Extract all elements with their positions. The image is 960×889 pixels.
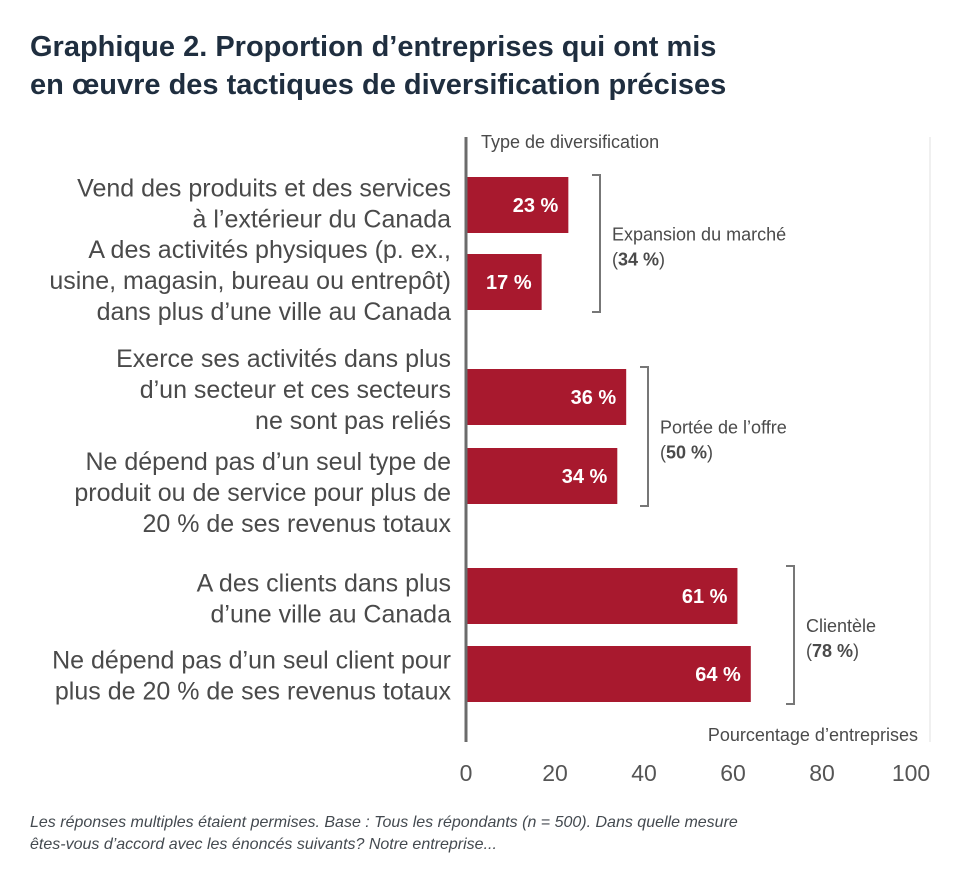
category-label: d’une ville au Canada: [211, 601, 452, 629]
footnote: Les réponses multiples étaient permises.…: [30, 812, 930, 856]
chart-title-line: Graphique 2. Proportion d’entreprises qu…: [30, 31, 717, 63]
bar-chart: Type de diversification 23 % Vend des prod…: [49, 132, 931, 786]
category-label: Ne dépend pas d’un seul client pour: [52, 647, 451, 675]
group-label: Portée de l’offre: [660, 418, 787, 438]
category-label: Ne dépend pas d’un seul type de: [85, 448, 451, 476]
x-tick-label: 0: [460, 760, 473, 786]
category-label: A des activités physiques (p. ex.,: [88, 236, 451, 264]
bar-value-label: 36 %: [571, 387, 617, 409]
bar: [466, 448, 618, 504]
bar-value-label: 64 %: [695, 664, 741, 686]
category-label: A des clients dans plus: [197, 570, 451, 598]
bar: [466, 646, 751, 702]
group-label: Expansion du marché: [612, 225, 786, 245]
group-bracket: [786, 565, 795, 705]
group-total-label: (78 %): [806, 641, 859, 661]
x-axis-title: Pourcentage d’entreprises: [708, 725, 918, 745]
group-total-label: (34 %): [612, 250, 665, 270]
x-tick-label: 80: [809, 760, 835, 786]
category-label: 20 % de ses revenus totaux: [142, 510, 451, 538]
footnote-line: Les réponses multiples étaient permises.…: [30, 814, 738, 831]
group-axis-label: Type de diversification: [481, 132, 659, 152]
category-label: dans plus d’une ville au Canada: [97, 298, 452, 326]
bar: [466, 369, 627, 425]
bar-value-label: 61 %: [682, 586, 728, 608]
x-tick-label: 100: [892, 760, 930, 786]
bar-value-label: 23 %: [513, 195, 559, 217]
bar-value-label: 17 %: [486, 272, 532, 294]
x-tick-label: 60: [720, 760, 746, 786]
category-label: d’un secteur et ces secteurs: [140, 376, 451, 404]
category-label: Exerce ses activités dans plus: [116, 345, 451, 373]
bar-value-label: 34 %: [562, 466, 608, 488]
x-tick-label: 20: [542, 760, 568, 786]
chart-title: Graphique 2. Proportion d’entreprises qu…: [30, 28, 930, 104]
chart-title-line: en œuvre des tactiques de diversificatio…: [30, 69, 727, 101]
bar: [466, 254, 542, 310]
group-bracket: [592, 174, 601, 313]
footnote-line: êtes-vous d’accord avec les énoncés suiv…: [30, 836, 497, 853]
category-label: à l’extérieur du Canada: [193, 206, 452, 234]
category-label: produit ou de service pour plus de: [74, 479, 451, 507]
group-bracket: [640, 366, 649, 507]
group-total-label: (50 %): [660, 443, 713, 463]
category-label: usine, magasin, bureau ou entrepôt): [49, 267, 451, 295]
bar: [466, 568, 738, 624]
x-tick-label: 40: [631, 760, 657, 786]
bar: [466, 177, 569, 233]
category-label: Vend des produits et des services: [77, 175, 451, 203]
group-label: Clientèle: [806, 616, 876, 636]
category-label: ne sont pas reliés: [255, 407, 451, 435]
category-label: plus de 20 % de ses revenus totaux: [55, 678, 452, 706]
